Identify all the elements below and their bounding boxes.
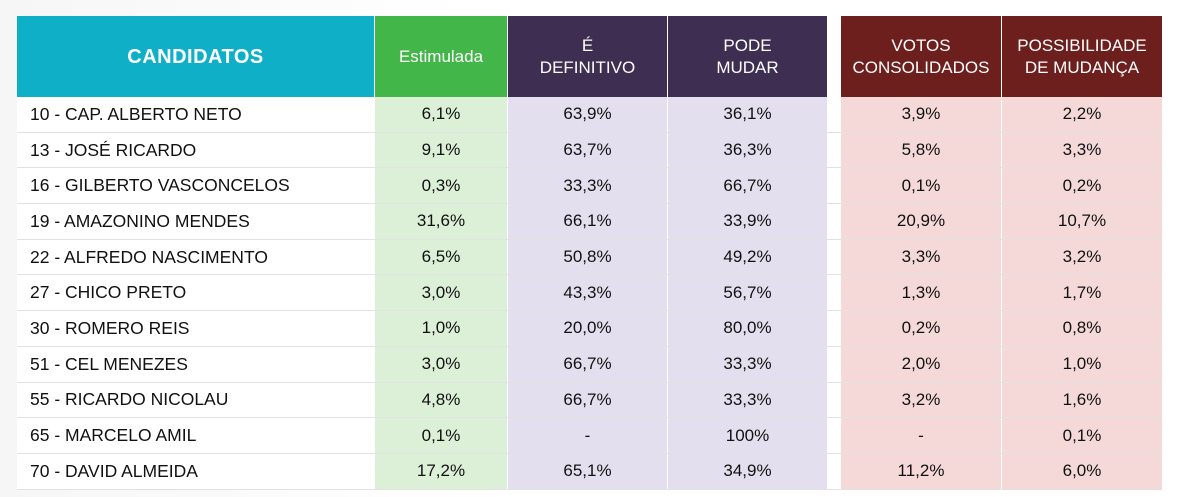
table-row: 55 - RICARDO NICOLAU 4,8% 66,7% 33,3% 3,2% 1,… bbox=[17, 382, 1162, 419]
candidate-name-cell: 51 - CEL MENEZES bbox=[17, 346, 374, 382]
table-row: 30 - ROMERO REIS 1,0% 20,0% 80,0% 0,2% 0,8% bbox=[17, 311, 1162, 347]
header-votos-consolidados: VOTOS CONSOLIDADOS bbox=[841, 16, 1001, 97]
column-gap bbox=[828, 16, 840, 490]
pode-mudar-cell: 66,7% bbox=[668, 168, 827, 204]
definitivo-cell: 50,8% bbox=[508, 239, 667, 275]
definitivo-cell: 43,3% bbox=[508, 275, 667, 311]
poll-table: CANDIDATOS Estimulada É DEFINITIVO PODE … bbox=[17, 16, 1162, 490]
candidate-name-cell: 10 - CAP. ALBERTO NETO bbox=[17, 97, 374, 132]
possibilidade-cell: 10,7% bbox=[1002, 204, 1162, 239]
pode-mudar-cell: 100% bbox=[668, 418, 827, 453]
header-e-definitivo-line1: É bbox=[581, 35, 594, 55]
table-row: 27 - CHICO PRETO 3,0% 43,3% 56,7% 1,3% 1,7% bbox=[17, 275, 1162, 312]
votos-consolidados-cell: 0,1% bbox=[841, 168, 1001, 204]
header-estimulada: Estimulada bbox=[375, 16, 507, 97]
votos-consolidados-cell: 0,2% bbox=[841, 311, 1001, 346]
header-poss-line2: DE MUDANÇA bbox=[1024, 57, 1140, 77]
estimulada-cell: 0,3% bbox=[375, 168, 507, 204]
possibilidade-cell: 3,3% bbox=[1002, 132, 1162, 168]
definitivo-cell: 66,7% bbox=[508, 346, 667, 382]
header-estimulada-label: Estimulada bbox=[398, 46, 484, 66]
header-pode-mudar-line2: MUDAR bbox=[716, 57, 779, 77]
possibilidade-cell: 2,2% bbox=[1002, 97, 1162, 132]
table-row: 70 - DAVID ALMEIDA 17,2% 65,1% 34,9% 11,2% 6,… bbox=[17, 453, 1162, 490]
table-row: 51 - CEL MENEZES 3,0% 66,7% 33,3% 2,0% 1,0% bbox=[17, 346, 1162, 383]
pode-mudar-cell: 36,3% bbox=[668, 132, 827, 168]
header-votos-line1: VOTOS bbox=[891, 35, 951, 55]
candidate-name-cell: 70 - DAVID ALMEIDA bbox=[17, 453, 374, 489]
votos-consolidados-cell: 5,8% bbox=[841, 132, 1001, 168]
header-pode-mudar: PODE MUDAR bbox=[668, 16, 827, 97]
estimulada-cell: 31,6% bbox=[375, 204, 507, 239]
candidate-name-cell: 27 - CHICO PRETO bbox=[17, 275, 374, 311]
votos-consolidados-cell: 11,2% bbox=[841, 453, 1001, 489]
votos-consolidados-cell: - bbox=[841, 418, 1001, 453]
possibilidade-cell: 0,8% bbox=[1002, 311, 1162, 346]
votos-consolidados-cell: 1,3% bbox=[841, 275, 1001, 311]
candidate-name-cell: 65 - MARCELO AMIL bbox=[17, 418, 374, 453]
table-row: 22 - ALFREDO NASCIMENTO 6,5% 50,8% 49,2% 3,3… bbox=[17, 239, 1162, 276]
definitivo-cell: 65,1% bbox=[508, 453, 667, 489]
definitivo-cell: 20,0% bbox=[508, 311, 667, 346]
header-e-definitivo: É DEFINITIVO bbox=[508, 16, 667, 97]
estimulada-cell: 9,1% bbox=[375, 132, 507, 168]
header-possibilidade-mudanca: POSSIBILIDADE DE MUDANÇA bbox=[1002, 16, 1162, 97]
estimulada-cell: 0,1% bbox=[375, 418, 507, 453]
candidate-name-cell: 22 - ALFREDO NASCIMENTO bbox=[17, 239, 374, 275]
pode-mudar-cell: 49,2% bbox=[668, 239, 827, 275]
estimulada-cell: 3,0% bbox=[375, 275, 507, 311]
candidate-name-cell: 13 - JOSÉ RICARDO bbox=[17, 132, 374, 168]
candidate-name-cell: 19 - AMAZONINO MENDES bbox=[17, 204, 374, 239]
pode-mudar-cell: 36,1% bbox=[668, 97, 827, 132]
header-votos-line2: CONSOLIDADOS bbox=[852, 57, 990, 77]
table-row: 65 - MARCELO AMIL 0,1% -100% -0,1% bbox=[17, 418, 1162, 454]
definitivo-cell: 33,3% bbox=[508, 168, 667, 204]
table-row: 16 - GILBERTO VASCONCELOS 0,3% 33,3% 66,7% 0… bbox=[17, 168, 1162, 205]
pode-mudar-cell: 80,0% bbox=[668, 311, 827, 346]
header-pode-mudar-line1: PODE bbox=[723, 35, 772, 55]
estimulada-cell: 4,8% bbox=[375, 382, 507, 418]
table-body: 10 - CAP. ALBERTO NETO 6,1% 63,9% 36,1% 3,9%… bbox=[17, 97, 1162, 490]
possibilidade-cell: 1,7% bbox=[1002, 275, 1162, 311]
votos-consolidados-cell: 3,9% bbox=[841, 97, 1001, 132]
votos-consolidados-cell: 20,9% bbox=[841, 204, 1001, 239]
header-candidatos-label: CANDIDATOS bbox=[127, 45, 264, 68]
estimulada-cell: 3,0% bbox=[375, 346, 507, 382]
estimulada-cell: 17,2% bbox=[375, 453, 507, 489]
possibilidade-cell: 0,1% bbox=[1002, 418, 1162, 453]
pode-mudar-cell: 33,3% bbox=[668, 346, 827, 382]
possibilidade-cell: 6,0% bbox=[1002, 453, 1162, 489]
definitivo-cell: - bbox=[508, 418, 667, 453]
table-row: 13 - JOSÉ RICARDO 9,1% 63,7% 36,3% 5,8% 3,3% bbox=[17, 132, 1162, 169]
estimulada-cell: 6,1% bbox=[375, 97, 507, 132]
possibilidade-cell: 3,2% bbox=[1002, 239, 1162, 275]
possibilidade-cell: 0,2% bbox=[1002, 168, 1162, 204]
pode-mudar-cell: 33,3% bbox=[668, 382, 827, 418]
definitivo-cell: 63,7% bbox=[508, 132, 667, 168]
votos-consolidados-cell: 2,0% bbox=[841, 346, 1001, 382]
pode-mudar-cell: 34,9% bbox=[668, 453, 827, 489]
definitivo-cell: 63,9% bbox=[508, 97, 667, 132]
table-row: 10 - CAP. ALBERTO NETO 6,1% 63,9% 36,1% 3,9%… bbox=[17, 97, 1162, 133]
possibilidade-cell: 1,6% bbox=[1002, 382, 1162, 418]
table-row: 19 - AMAZONINO MENDES 31,6% 66,1% 33,9% 20,9… bbox=[17, 204, 1162, 240]
estimulada-cell: 6,5% bbox=[375, 239, 507, 275]
pode-mudar-cell: 56,7% bbox=[668, 275, 827, 311]
candidate-name-cell: 55 - RICARDO NICOLAU bbox=[17, 382, 374, 418]
definitivo-cell: 66,7% bbox=[508, 382, 667, 418]
estimulada-cell: 1,0% bbox=[375, 311, 507, 346]
pode-mudar-cell: 33,9% bbox=[668, 204, 827, 239]
candidate-name-cell: 16 - GILBERTO VASCONCELOS bbox=[17, 168, 374, 204]
header-e-definitivo-line2: DEFINITIVO bbox=[539, 57, 636, 77]
definitivo-cell: 66,1% bbox=[508, 204, 667, 239]
candidate-name-cell: 30 - ROMERO REIS bbox=[17, 311, 374, 346]
header-poss-line1: POSSIBILIDADE bbox=[1017, 35, 1147, 55]
header-candidatos: CANDIDATOS bbox=[17, 16, 374, 97]
votos-consolidados-cell: 3,2% bbox=[841, 382, 1001, 418]
votos-consolidados-cell: 3,3% bbox=[841, 239, 1001, 275]
possibilidade-cell: 1,0% bbox=[1002, 346, 1162, 382]
